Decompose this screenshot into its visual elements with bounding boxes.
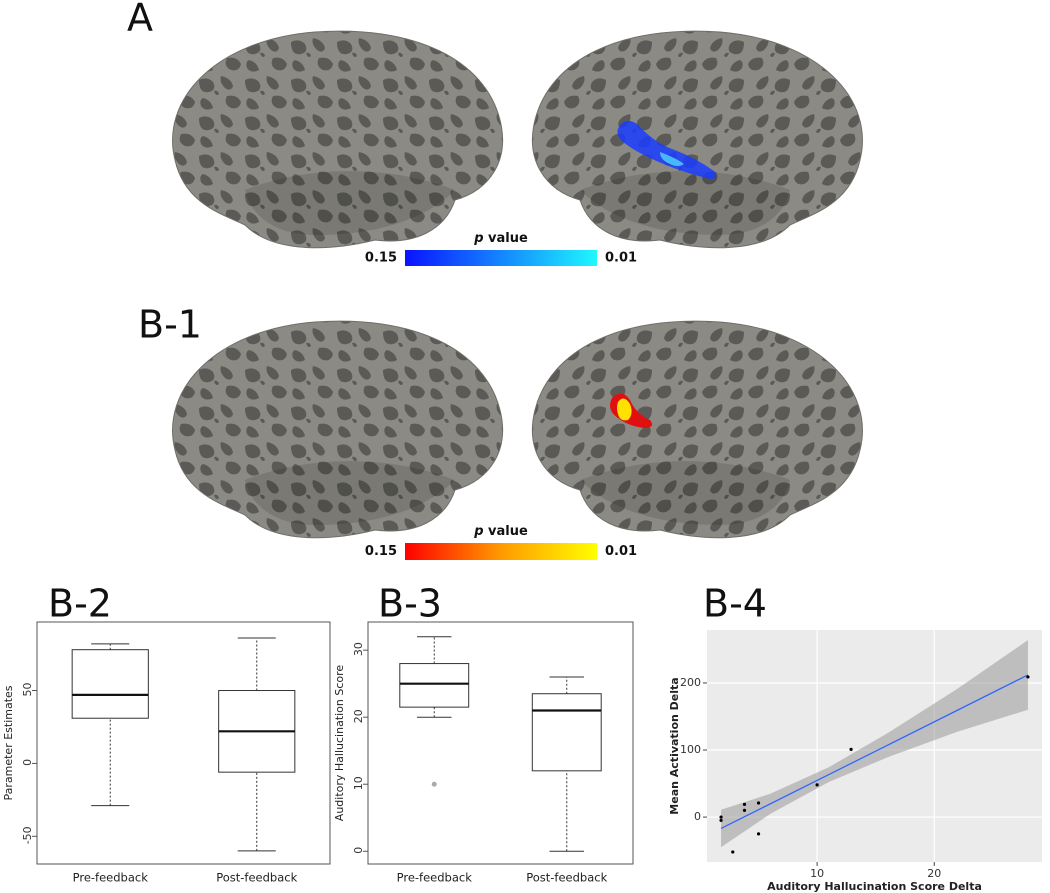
point	[731, 850, 735, 854]
y-tick-label: 10	[352, 776, 365, 790]
y-tick-label: 20	[352, 709, 365, 723]
brain-surface	[172, 30, 504, 249]
hemisphere	[531, 30, 863, 249]
point	[742, 808, 747, 812]
colorbar-tick-label: 0.15	[365, 251, 397, 266]
colorbar-label: p value	[473, 524, 528, 539]
y-tick-label: 0	[694, 810, 701, 823]
y-tick-label: 50	[21, 683, 34, 697]
activation-blob	[617, 120, 717, 179]
colorbar	[405, 250, 597, 266]
plot-frame	[36, 621, 331, 865]
point	[719, 815, 723, 819]
panel-title: B-2	[48, 582, 112, 626]
y-tick-label: 100	[680, 743, 701, 756]
y-tick-label: 0	[21, 759, 34, 766]
hemisphere	[531, 320, 863, 539]
x-tick-label: 20	[927, 867, 941, 880]
brain-surface	[531, 30, 863, 249]
point	[756, 801, 761, 805]
x-tick-label: Post-feedback	[216, 871, 297, 885]
x-tick-label: 10	[810, 867, 824, 880]
point	[815, 783, 819, 787]
y-axis-label: Mean Activation Delta	[668, 677, 681, 814]
brain-surface	[531, 320, 863, 539]
colorbar-label-text: value	[488, 524, 528, 539]
temporal-shading	[580, 461, 790, 525]
activation-blob	[660, 152, 684, 166]
hemisphere	[172, 30, 504, 249]
y-tick-label: 0	[352, 847, 365, 854]
point	[1026, 675, 1030, 679]
panel-title: B-1	[138, 303, 202, 347]
temporal-shading	[245, 171, 455, 235]
activation	[617, 120, 717, 179]
box	[71, 649, 149, 719]
colorbar-tick-label: 0.01	[605, 251, 637, 266]
colorbar-tick-label: 0.15	[365, 544, 397, 559]
x-tick-label: Pre-feedback	[397, 871, 473, 885]
confidence-band	[721, 640, 1028, 848]
x-axis-label: Auditory Hallucination Score Delta	[767, 880, 982, 893]
x-tick-label: Post-feedback	[526, 871, 607, 885]
temporal-shading	[580, 171, 790, 235]
colorbar	[405, 543, 597, 560]
y-axis-label: Parameter Estimates	[2, 685, 15, 800]
activation-blob	[617, 398, 632, 421]
y-tick-label: -50	[21, 826, 34, 844]
panel-title: B-4	[703, 582, 767, 626]
panel-title: A	[127, 0, 153, 40]
outlier	[431, 781, 437, 787]
y-tick-label: 30	[352, 642, 365, 656]
colorbar-label: p value	[473, 231, 528, 246]
activation	[610, 393, 652, 428]
panel-title: B-3	[378, 582, 442, 626]
point	[756, 832, 761, 836]
x-tick-label: Pre-feedback	[73, 871, 149, 885]
colorbar-label-symbol: p	[473, 231, 483, 246]
point	[742, 802, 747, 806]
box	[399, 663, 470, 708]
temporal-shading	[245, 461, 455, 525]
plot-frame	[367, 621, 634, 865]
colorbar-tick-label: 0.01	[605, 544, 637, 559]
brain-surface	[172, 320, 504, 539]
point	[719, 818, 723, 823]
y-tick-label: 200	[680, 676, 701, 689]
colorbar-label-text: value	[488, 231, 528, 246]
point	[849, 747, 853, 751]
hemisphere	[172, 320, 504, 539]
regression-line	[720, 674, 1029, 830]
colorbar-label-symbol: p	[473, 524, 483, 539]
y-axis-label: Auditory Hallucination Score	[333, 665, 346, 822]
box	[531, 693, 602, 772]
